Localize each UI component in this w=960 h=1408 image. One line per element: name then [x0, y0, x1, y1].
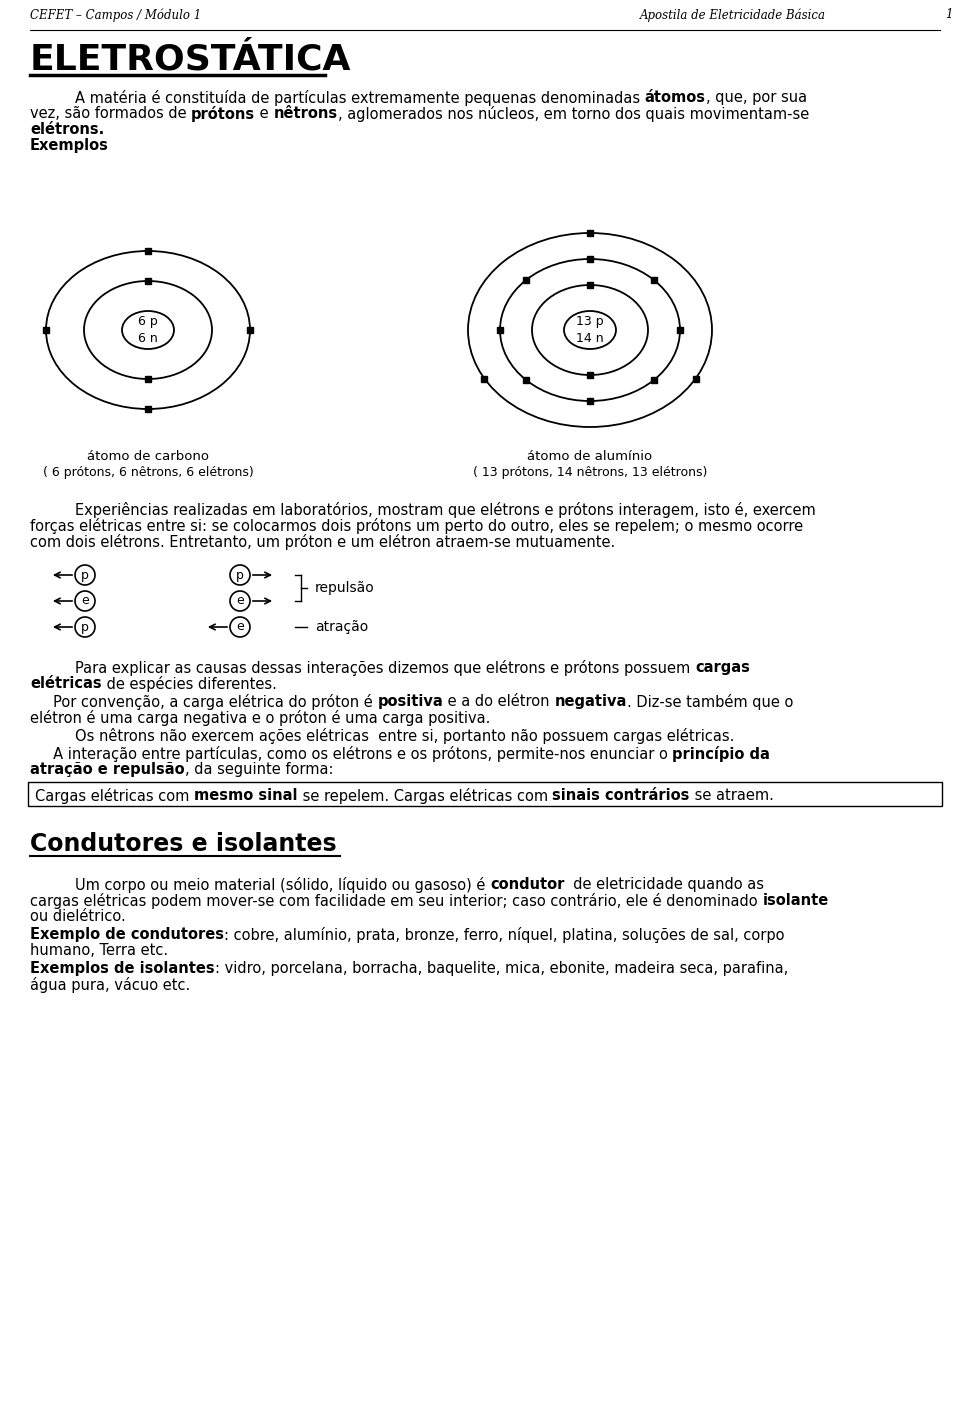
Text: A interação entre partículas, como os elétrons e os prótons, permite-nos enuncia: A interação entre partículas, como os el… — [30, 746, 673, 762]
Circle shape — [75, 617, 95, 636]
Text: átomos: átomos — [645, 90, 706, 106]
Text: se repelem. Cargas elétricas com: se repelem. Cargas elétricas com — [298, 788, 552, 804]
Text: , aglomerados nos núcleos, em torno dos quais movimentam-se: , aglomerados nos núcleos, em torno dos … — [338, 106, 809, 122]
Text: prótons: prótons — [191, 106, 255, 122]
Text: Por convenção, a carga elétrica do próton é: Por convenção, a carga elétrica do próto… — [30, 694, 377, 710]
Text: e: e — [255, 106, 274, 121]
Circle shape — [75, 591, 95, 611]
Ellipse shape — [564, 311, 616, 349]
FancyBboxPatch shape — [28, 781, 942, 805]
Text: Os nêtrons não exercem ações elétricas  entre si, portanto não possuem cargas el: Os nêtrons não exercem ações elétricas e… — [75, 728, 734, 743]
Text: vez, são formados de: vez, são formados de — [30, 106, 191, 121]
Text: e a do elétron: e a do elétron — [444, 694, 554, 710]
Text: ( 6 prótons, 6 nêtrons, 6 elétrons): ( 6 prótons, 6 nêtrons, 6 elétrons) — [42, 466, 253, 479]
Text: ou dielétrico.: ou dielétrico. — [30, 910, 126, 924]
Text: : cobre, alumínio, prata, bronze, ferro, níquel, platina, soluções de sal, corpo: : cobre, alumínio, prata, bronze, ferro,… — [224, 926, 784, 943]
Text: condutor: condutor — [490, 877, 564, 893]
Text: 13 p
14 n: 13 p 14 n — [576, 315, 604, 345]
Text: sinais contrários: sinais contrários — [552, 788, 689, 803]
Text: e: e — [236, 621, 244, 634]
Text: nêtrons: nêtrons — [274, 106, 338, 121]
Text: A matéria é constituída de partículas extremamente pequenas denominadas: A matéria é constituída de partículas ex… — [75, 90, 645, 106]
Text: Cargas elétricas com: Cargas elétricas com — [35, 788, 194, 804]
Text: . Diz-se também que o: . Diz-se também que o — [627, 694, 793, 710]
Text: positiva: positiva — [377, 694, 444, 710]
Text: p: p — [236, 569, 244, 582]
Text: mesmo sinal: mesmo sinal — [194, 788, 298, 803]
Text: , da seguinte forma:: , da seguinte forma: — [184, 762, 333, 777]
Text: elétrons.: elétrons. — [30, 122, 105, 137]
Text: 1: 1 — [945, 8, 952, 21]
Text: cargas: cargas — [695, 660, 750, 674]
Text: água pura, vácuo etc.: água pura, vácuo etc. — [30, 977, 190, 993]
Text: negativa: negativa — [554, 694, 627, 710]
Text: forças elétricas entre si: se colocarmos dois prótons um perto do outro, eles se: forças elétricas entre si: se colocarmos… — [30, 518, 804, 534]
Text: Um corpo ou meio material (sólido, líquido ou gasoso) é: Um corpo ou meio material (sólido, líqui… — [75, 877, 490, 893]
Text: Exemplo de condutores: Exemplo de condutores — [30, 926, 224, 942]
Text: isolante: isolante — [762, 893, 828, 908]
Text: Para explicar as causas dessas interações dizemos que elétrons e prótons possuem: Para explicar as causas dessas interaçõe… — [75, 660, 695, 676]
Circle shape — [230, 565, 250, 584]
Text: Condutores e isolantes: Condutores e isolantes — [30, 832, 337, 856]
Text: de espécies diferentes.: de espécies diferentes. — [102, 676, 276, 691]
Text: Exemplos de isolantes: Exemplos de isolantes — [30, 962, 215, 976]
Circle shape — [75, 565, 95, 584]
Text: : vidro, porcelana, borracha, baquelite, mica, ebonite, madeira seca, parafina,: : vidro, porcelana, borracha, baquelite,… — [215, 962, 788, 976]
Text: Experiências realizadas em laboratórios, mostram que elétrons e prótons interage: Experiências realizadas em laboratórios,… — [75, 503, 816, 518]
Text: humano, Terra etc.: humano, Terra etc. — [30, 943, 168, 957]
Text: Apostila de Eletricidade Básica: Apostila de Eletricidade Básica — [640, 8, 826, 21]
Text: p: p — [81, 569, 89, 582]
Text: se atraem.: se atraem. — [689, 788, 774, 803]
Text: ELETROSTÁTICA: ELETROSTÁTICA — [30, 42, 351, 76]
Text: elétricas: elétricas — [30, 676, 102, 691]
Text: átomo de carbono: átomo de carbono — [87, 451, 209, 463]
Text: com dois elétrons. Entretanto, um próton e um elétron atraem-se mutuamente.: com dois elétrons. Entretanto, um próton… — [30, 534, 615, 551]
Circle shape — [230, 617, 250, 636]
Text: princípio da: princípio da — [673, 746, 770, 762]
Text: p: p — [81, 621, 89, 634]
Text: , que, por sua: , que, por sua — [706, 90, 806, 106]
Text: atração e repulsão: atração e repulsão — [30, 762, 184, 777]
Text: e: e — [236, 594, 244, 607]
Text: de eletricidade quando as: de eletricidade quando as — [564, 877, 764, 893]
Text: CEFET – Campos / Módulo 1: CEFET – Campos / Módulo 1 — [30, 8, 202, 21]
Text: atração: atração — [315, 620, 369, 634]
Text: 6 p
6 n: 6 p 6 n — [138, 315, 157, 345]
Text: repulsão: repulsão — [315, 582, 374, 596]
Circle shape — [230, 591, 250, 611]
Text: elétron é uma carga negativa e o próton é uma carga positiva.: elétron é uma carga negativa e o próton … — [30, 710, 491, 727]
Text: e: e — [82, 594, 89, 607]
Text: Exemplos: Exemplos — [30, 138, 108, 153]
Text: ( 13 prótons, 14 nêtrons, 13 elétrons): ( 13 prótons, 14 nêtrons, 13 elétrons) — [473, 466, 708, 479]
Ellipse shape — [122, 311, 174, 349]
Text: cargas elétricas podem mover-se com facilidade em seu interior; caso contrário, : cargas elétricas podem mover-se com faci… — [30, 893, 762, 910]
Text: átomo de alumínio: átomo de alumínio — [527, 451, 653, 463]
